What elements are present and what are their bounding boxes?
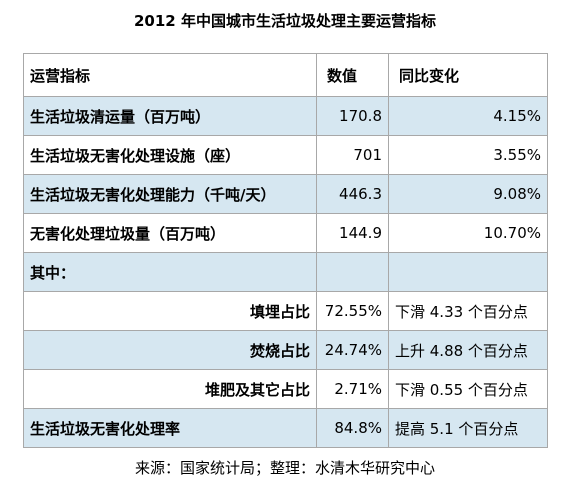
row-value: 170.8 <box>316 96 389 136</box>
header-value: 数值 <box>316 53 389 97</box>
source-note: 来源：国家统计局；整理：水清木华研究中心 <box>134 459 435 477</box>
row-change: 10.70% <box>388 213 548 253</box>
row-indicator: 生活垃圾无害化处理设施（座） <box>23 135 317 175</box>
row-change: 提高 5.1 个百分点 <box>388 408 548 448</box>
page-title: 2012 年中国城市生活垃圾处理主要运营指标 <box>134 12 436 30</box>
row-change: 3.55% <box>388 135 548 175</box>
row-change: 上升 4.88 个百分点 <box>388 330 548 370</box>
row-change: 下滑 0.55 个百分点 <box>388 369 548 409</box>
table-row: 堆肥及其它占比 2.71% 下滑 0.55 个百分点 <box>23 369 548 409</box>
header-indicator: 运营指标 <box>23 53 317 97</box>
row-value: 24.74% <box>316 330 389 370</box>
table-row: 焚烧占比 24.74% 上升 4.88 个百分点 <box>23 330 548 370</box>
header-change: 同比变化 <box>388 53 548 97</box>
row-change <box>388 252 548 292</box>
row-indicator: 无害化处理垃圾量（百万吨） <box>23 213 317 253</box>
row-change: 9.08% <box>388 174 548 214</box>
row-indicator: 焚烧占比 <box>23 330 317 370</box>
table-row: 其中： <box>23 252 548 292</box>
table-row: 生活垃圾清运量（百万吨） 170.8 4.15% <box>23 96 548 136</box>
table-row: 生活垃圾无害化处理率 84.8% 提高 5.1 个百分点 <box>23 408 548 448</box>
row-indicator: 生活垃圾无害化处理率 <box>23 408 317 448</box>
row-value: 72.55% <box>316 291 389 331</box>
table-row: 无害化处理垃圾量（百万吨） 144.9 10.70% <box>23 213 548 253</box>
row-indicator: 生活垃圾无害化处理能力（千吨/天） <box>23 174 317 214</box>
row-value: 2.71% <box>316 369 389 409</box>
row-indicator: 堆肥及其它占比 <box>23 369 317 409</box>
row-indicator: 生活垃圾清运量（百万吨） <box>23 96 317 136</box>
row-change: 4.15% <box>388 96 548 136</box>
table-row: 生活垃圾无害化处理设施（座） 701 3.55% <box>23 135 548 175</box>
row-value <box>316 252 389 292</box>
table-row: 填埋占比 72.55% 下滑 4.33 个百分点 <box>23 291 548 331</box>
row-value: 144.9 <box>316 213 389 253</box>
row-value: 84.8% <box>316 408 389 448</box>
row-indicator: 其中： <box>23 252 317 292</box>
row-change: 下滑 4.33 个百分点 <box>388 291 548 331</box>
table-row: 生活垃圾无害化处理能力（千吨/天） 446.3 9.08% <box>23 174 548 214</box>
row-value: 446.3 <box>316 174 389 214</box>
operations-table: 运营指标 数值 同比变化 生活垃圾清运量（百万吨） 170.8 4.15% 生活… <box>23 53 548 448</box>
table-header-row: 运营指标 数值 同比变化 <box>23 53 548 97</box>
row-indicator: 填埋占比 <box>23 291 317 331</box>
row-value: 701 <box>316 135 389 175</box>
